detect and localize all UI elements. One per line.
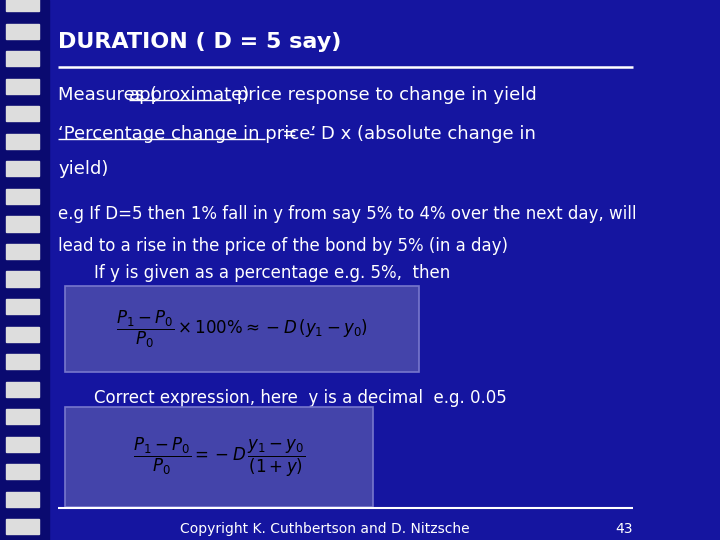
Bar [6,519,39,534]
Bar [6,437,39,452]
Text: $\dfrac{P_1 - P_0}{P_0} = -D\,\dfrac{y_1 - y_0}{(1+y)}$: $\dfrac{P_1 - P_0}{P_0} = -D\,\dfrac{y_1… [133,436,305,479]
Bar [0,0,49,539]
Bar [6,106,39,122]
Bar [6,51,39,66]
Text: approximate): approximate) [129,86,250,104]
Text: Correct expression, here  y is a decimal  e.g. 0.05: Correct expression, here y is a decimal … [94,389,507,407]
Text: 43: 43 [616,522,633,536]
FancyBboxPatch shape [65,286,419,373]
Bar [6,24,39,39]
Bar [6,354,39,369]
Text: If y is given as a percentage e.g. 5%,  then: If y is given as a percentage e.g. 5%, t… [94,265,451,282]
Text: lead to a rise in the price of the bond by 5% (in a day): lead to a rise in the price of the bond … [58,238,508,255]
Bar [6,299,39,314]
Bar [6,464,39,480]
Bar [6,327,39,342]
Text: Measures (: Measures ( [58,86,157,104]
FancyBboxPatch shape [65,408,374,508]
Bar [6,0,39,11]
Bar [6,409,39,424]
Bar [6,134,39,149]
Text: price response to change in yield: price response to change in yield [231,86,537,104]
Bar [6,272,39,287]
Bar [6,244,39,259]
Bar [6,161,39,177]
Bar [6,189,39,204]
Text: $\dfrac{P_1 - P_0}{P_0} \times 100\% \approx -D\,(y_1 - y_0)$: $\dfrac{P_1 - P_0}{P_0} \times 100\% \ap… [116,309,368,350]
Bar [6,79,39,94]
Bar [6,382,39,397]
Text: =  - D x (absolute change in: = - D x (absolute change in [265,125,536,143]
Bar [6,217,39,232]
Text: Copyright K. Cuthbertson and D. Nitzsche: Copyright K. Cuthbertson and D. Nitzsche [180,522,469,536]
Text: yield): yield) [58,160,109,178]
Text: ‘Percentage change in price’: ‘Percentage change in price’ [58,125,317,143]
Text: e.g If D=5 then 1% fall in y from say 5% to 4% over the next day, will: e.g If D=5 then 1% fall in y from say 5%… [58,205,637,223]
Text: DURATION ( D = 5 say): DURATION ( D = 5 say) [58,32,342,52]
Bar [6,492,39,507]
